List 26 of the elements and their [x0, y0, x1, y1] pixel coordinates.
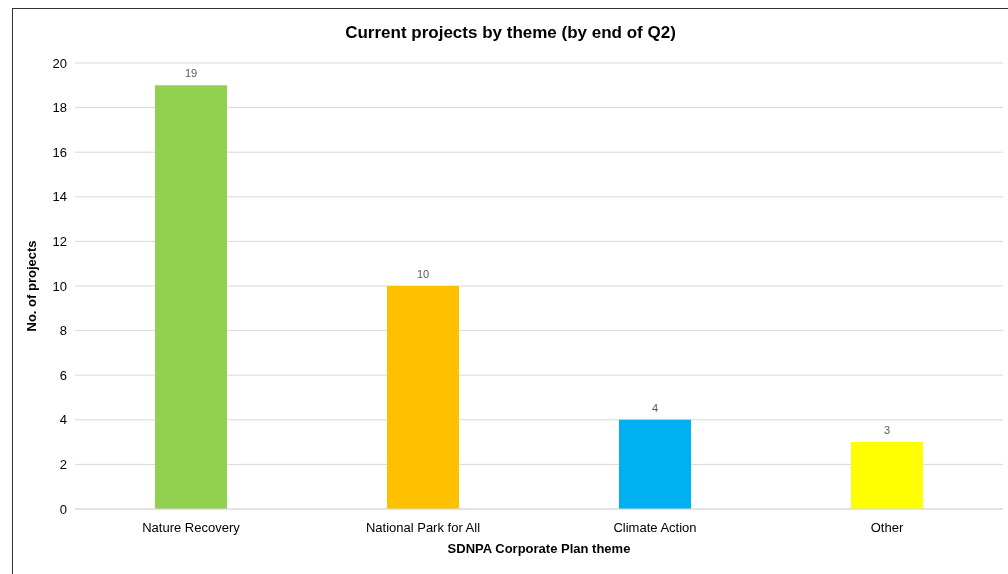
- y-tick-label: 6: [59, 367, 67, 383]
- x-tick-label: Other: [870, 520, 904, 536]
- chart-title: Current projects by theme (by end of Q2): [344, 23, 677, 43]
- y-axis-title: No. of projects: [23, 240, 39, 332]
- bar: [155, 85, 227, 509]
- data-label: 4: [651, 401, 659, 414]
- y-tick-label: 14: [52, 189, 67, 205]
- y-tick-label: 8: [59, 323, 67, 339]
- data-label: 3: [883, 424, 891, 437]
- bar: [851, 442, 923, 509]
- x-tick-label: Nature Recovery: [142, 520, 241, 536]
- data-label: 19: [184, 67, 198, 80]
- bar: [619, 419, 691, 509]
- y-tick-label: 4: [59, 412, 67, 428]
- y-tick-label: 18: [52, 100, 67, 116]
- y-tick-label: 20: [52, 55, 67, 71]
- y-tick-label: 16: [52, 144, 67, 160]
- x-axis-title: SDNPA Corporate Plan theme: [447, 541, 631, 556]
- x-tick-label: National Park for All: [365, 520, 481, 536]
- y-tick-label: 0: [59, 501, 67, 517]
- y-tick-label: 2: [59, 457, 67, 473]
- y-tick-label: 12: [52, 234, 67, 250]
- y-tick-label: 10: [52, 278, 67, 294]
- x-tick-label: Climate Action: [613, 520, 697, 536]
- bar: [387, 286, 459, 509]
- data-label: 10: [416, 268, 430, 280]
